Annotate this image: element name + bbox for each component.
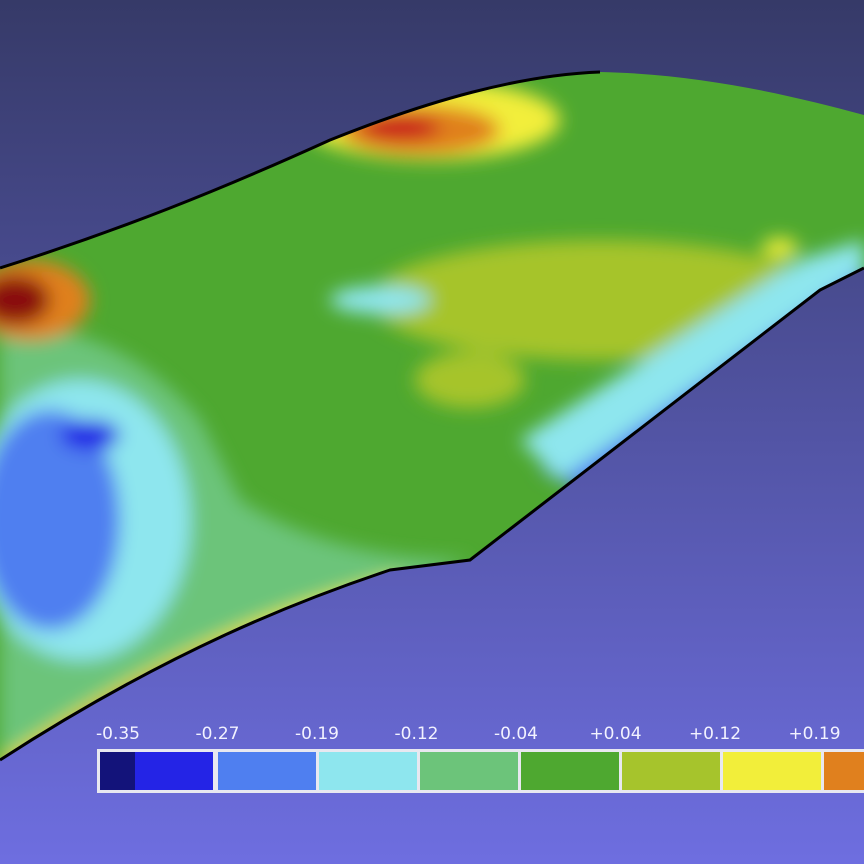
legend-tick-label: -0.35 [96, 724, 140, 744]
legend-swatch [723, 752, 821, 790]
legend-swatch [824, 752, 864, 790]
color-legend: -0.35 -0.27 -0.19 -0.12 -0.04 +0.04 +0.12 +0.19 [96, 724, 864, 793]
legend-swatch [521, 752, 619, 790]
legend-swatch [100, 752, 135, 790]
legend-tick-label: +0.04 [589, 724, 641, 744]
legend-swatch [319, 752, 417, 790]
legend-swatch [420, 752, 518, 790]
legend-swatch [135, 752, 213, 790]
legend-tick-label: -0.04 [494, 724, 538, 744]
legend-tick-label: +0.19 [788, 724, 840, 744]
surface-edge [0, 70, 864, 762]
legend-tick-label: +0.12 [689, 724, 741, 744]
legend-swatch [622, 752, 720, 790]
legend-tick-label: -0.12 [395, 724, 439, 744]
legend-tick-label: -0.19 [295, 724, 339, 744]
legend-swatch [218, 752, 316, 790]
legend-tick-label: -0.27 [196, 724, 240, 744]
